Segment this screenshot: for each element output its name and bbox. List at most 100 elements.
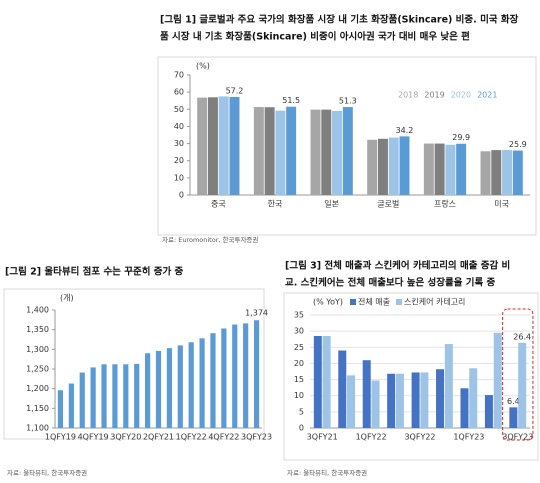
bar: [79, 372, 85, 428]
x-tick-label: 4QFY19: [78, 433, 109, 442]
data-label: 34.2: [396, 126, 414, 135]
y-tick-label: 1,250: [26, 365, 49, 374]
x-tick-label: 일본: [324, 200, 339, 209]
legend-swatch: [350, 299, 356, 305]
bar: [456, 143, 467, 195]
y-tick-label: 10: [174, 173, 184, 182]
bar: [484, 395, 493, 428]
y-tick-label: 1,200: [26, 384, 49, 393]
y-tick-label: 1,300: [26, 345, 49, 354]
y-tick-label: 0: [299, 424, 304, 433]
bar: [387, 373, 396, 428]
bar: [480, 151, 491, 195]
bar: [207, 97, 218, 195]
bar: [310, 109, 321, 195]
chart-title: [그림 1] 글로벌과 주요 국가의 화장품 시장 내 기초 화장품(Skinc…: [160, 14, 519, 26]
data-label: 51.5: [282, 96, 300, 105]
bar: [512, 150, 523, 195]
unit-label: (% YoY): [313, 298, 343, 307]
y-tick-label: 1,400: [26, 306, 49, 315]
data-label: 25.9: [509, 140, 527, 149]
chart-title: 교. 스킨케어는 전체 매출보다 높은 성장률을 기록 중: [285, 277, 496, 289]
x-tick-label: 3QFY20: [110, 433, 141, 442]
bar: [243, 323, 249, 428]
bar: [444, 344, 453, 428]
bar: [229, 96, 240, 195]
legend-label: 전체 매출: [358, 297, 390, 307]
bar: [338, 350, 347, 428]
legend-label: 2021: [477, 91, 497, 100]
x-tick-label: 4QFY22: [208, 433, 239, 442]
legend-label: 스킨케어 카테고리: [404, 297, 465, 307]
y-tick-label: 70: [174, 71, 184, 80]
bar: [197, 97, 208, 195]
x-tick-label: 프랑스: [434, 199, 456, 209]
x-tick-label: 2QFY21: [143, 433, 174, 442]
y-tick-label: 40: [174, 122, 184, 131]
chart-frame: [157, 56, 537, 236]
bar: [112, 364, 118, 428]
y-tick-label: 1,150: [26, 404, 49, 413]
y-tick-label: 25: [294, 343, 304, 352]
source: 자료: 울타뷰티, 한국투자증권: [7, 468, 87, 477]
y-tick-label: 30: [174, 139, 184, 148]
y-tick-label: 20: [294, 359, 304, 368]
chart-frame: [283, 292, 539, 461]
bar: [362, 360, 371, 428]
bar: [232, 324, 238, 428]
bar: [68, 383, 74, 428]
bar: [218, 96, 229, 195]
bar: [322, 335, 331, 428]
legend-label: 2018: [398, 91, 418, 100]
legend-label: 2019: [424, 91, 444, 100]
bar: [321, 109, 332, 195]
bar: [101, 364, 107, 428]
bar: [399, 136, 410, 195]
bar: [371, 380, 380, 428]
y-tick-label: 15: [294, 375, 304, 384]
x-tick-label: 한국: [268, 200, 283, 209]
bar: [491, 150, 502, 195]
x-tick-label: 1QFY23: [453, 433, 484, 442]
x-tick-label: 1QFY19: [45, 433, 76, 442]
bar: [253, 107, 264, 195]
x-tick-label: 3QFY23: [502, 433, 533, 442]
data-label: 26.4: [513, 332, 531, 341]
y-tick-label: 1,350: [26, 325, 49, 334]
legend-label: 2020: [451, 91, 471, 100]
x-tick-label: 미국: [494, 200, 509, 209]
bar: [388, 137, 399, 195]
x-tick-label: 1QFY22: [176, 433, 207, 442]
bar: [377, 138, 388, 195]
bar: [493, 332, 502, 428]
legend-swatch: [395, 299, 402, 305]
bar: [177, 345, 183, 428]
data-label: 1,374: [245, 309, 268, 318]
highlight-box: [502, 308, 534, 441]
bar: [57, 390, 64, 428]
y-tick-label: 0: [179, 191, 184, 200]
bar: [347, 375, 356, 428]
x-tick-label: 3QFY23: [241, 433, 272, 442]
data-label: 6.4: [507, 397, 520, 406]
bar: [123, 364, 129, 428]
bar: [436, 369, 445, 428]
data-label: 29.9: [452, 133, 470, 142]
source: 자료: 울타뷰티, 한국투자증권: [287, 468, 367, 477]
unit-label: (개): [60, 293, 74, 303]
bar: [509, 407, 518, 428]
x-tick-label: 3QFY22: [404, 433, 435, 442]
bar: [434, 143, 445, 195]
bar: [166, 348, 172, 428]
y-tick-label: 60: [174, 88, 184, 97]
bar: [199, 338, 205, 428]
y-tick-label: 50: [174, 105, 184, 114]
bar: [367, 139, 378, 195]
bar: [221, 328, 227, 428]
bar: [469, 368, 478, 428]
bar: [253, 320, 260, 428]
bar: [286, 106, 297, 195]
bar: [134, 363, 140, 428]
bar: [395, 373, 404, 428]
y-tick-label: 10: [294, 391, 304, 400]
